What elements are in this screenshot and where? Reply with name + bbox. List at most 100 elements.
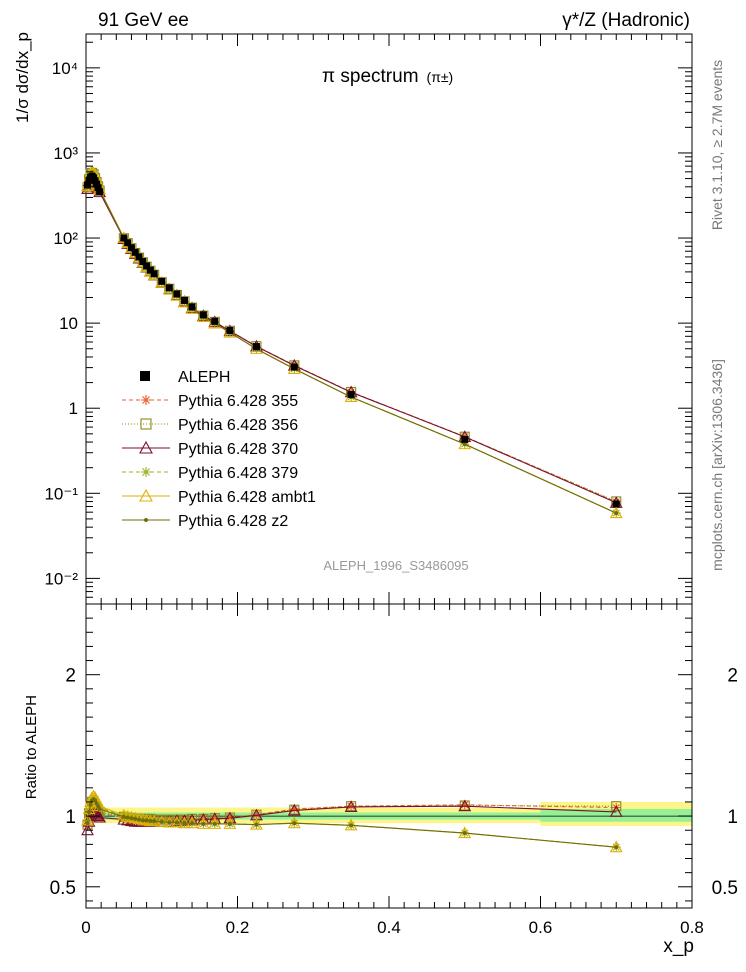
legend-label-2: Pythia 6.428 370 <box>178 441 298 458</box>
marker-filled-square <box>461 435 469 443</box>
y-tick-label-bottom: 0.5 <box>50 878 76 899</box>
y-tick-label-top: 10 <box>59 314 78 333</box>
marker-dot <box>140 818 145 823</box>
series-line-top-0 <box>86 172 617 503</box>
marker-filled-square <box>135 253 143 261</box>
y-tick-label-bottom-right: 0.5 <box>712 878 738 899</box>
marker-triangle <box>88 806 102 819</box>
marker-dot <box>144 518 148 522</box>
error-band-inner-1 <box>540 809 692 822</box>
x-tick-label: 0.2 <box>226 918 250 937</box>
marker-filled-square <box>226 326 234 334</box>
marker-filled-square <box>188 303 196 311</box>
marker-star <box>346 801 356 811</box>
marker-dot <box>137 817 142 822</box>
side-label-top: Rivet 3.1.10, ≥ 2.7M events <box>709 60 725 230</box>
marker-filled-square <box>120 234 128 242</box>
legend-label-5: Pythia 6.428 z2 <box>178 513 288 530</box>
axis-ticks: 0 0.2 0.4 0.6 0.8 10⁻² 10⁻¹ 1 10 10² 10³ 10⁴ 0.5 0.5 1… <box>44 34 738 937</box>
marker-filled-square <box>96 188 104 196</box>
ratio-series <box>81 789 623 853</box>
marker-dot <box>201 821 206 826</box>
marker-dot <box>174 820 179 825</box>
header-left: 91 GeV ee <box>98 10 189 31</box>
marker-triangle <box>344 800 358 812</box>
marker-star <box>141 395 151 405</box>
marker-dot <box>87 809 92 814</box>
marker-dot <box>614 845 619 850</box>
marker-filled-square <box>84 181 92 189</box>
marker-filled-square <box>165 284 173 292</box>
ratio-panel-frame <box>85 603 693 909</box>
marker-triangle <box>93 810 107 823</box>
marker-dot <box>88 802 93 807</box>
y-tick-label-top: 10⁻² <box>44 569 78 588</box>
marker-triangle <box>287 803 301 816</box>
marker-dot <box>167 820 172 825</box>
marker-triangle <box>139 488 153 502</box>
legend-label-3: Pythia 6.428 379 <box>178 465 298 482</box>
marker-star <box>611 803 621 813</box>
marker-filled-square <box>94 184 102 192</box>
chart-title: π spectrum (π±) <box>322 66 453 87</box>
marker-filled-square <box>127 244 135 252</box>
marker-filled-square <box>347 390 355 398</box>
series-line-top-3 <box>86 171 617 514</box>
marker-dot <box>254 822 259 827</box>
x-tick-label: 0.4 <box>377 918 401 937</box>
top-panel-frame <box>85 33 693 605</box>
legend: ALEPH Pythia 6.428 355 Pythia 6.428 356 Pyt… <box>122 369 316 530</box>
marker-dot <box>144 818 149 823</box>
y-axis-label-bottom: Ratio to ALEPH <box>23 695 40 799</box>
marker-filled-square <box>180 296 188 304</box>
marker-filled-square <box>143 262 151 270</box>
marker-dot <box>97 807 102 812</box>
marker-triangle <box>458 437 472 450</box>
y-tick-label-top: 10⁻¹ <box>44 484 78 503</box>
marker-triangle <box>609 506 623 519</box>
marker-filled-square <box>124 239 132 247</box>
x-tick-label: 0 <box>81 918 90 937</box>
marker-dot <box>462 831 467 836</box>
x-tick-label: 0.8 <box>680 918 704 937</box>
marker-triangle <box>139 440 153 454</box>
marker-filled-square <box>146 266 154 274</box>
marker-star <box>141 467 151 477</box>
y-tick-label-bottom-right: 1 <box>727 807 738 828</box>
marker-dot <box>152 819 157 824</box>
marker-triangle <box>90 808 104 820</box>
marker-star <box>289 804 299 814</box>
series-line-top-5 <box>86 171 617 514</box>
marker-filled-square <box>173 290 181 298</box>
series-line-top-1 <box>86 172 617 502</box>
legend-label-1: Pythia 6.428 356 <box>178 417 298 434</box>
marker-dot <box>292 821 297 826</box>
series-line-top-4 <box>86 171 617 514</box>
marker-dot <box>133 816 138 821</box>
marker-filled-square <box>252 343 260 351</box>
marker-filled-square <box>199 311 207 319</box>
x-tick-label: 0.6 <box>529 918 553 937</box>
marker-filled-square <box>290 363 298 371</box>
marker-star <box>251 810 261 820</box>
marker-dot <box>190 821 195 826</box>
x-axis-label: x_p <box>663 936 694 957</box>
y-tick-label-top: 10² <box>53 229 78 248</box>
marker-filled-square <box>612 500 620 508</box>
marker-dot <box>148 819 153 824</box>
watermark: ALEPH_1996_S3486095 <box>323 558 468 573</box>
marker-dot <box>349 823 354 828</box>
marker-triangle <box>458 799 472 812</box>
marker-square <box>611 801 622 812</box>
y-tick-label-bottom: 1 <box>65 807 76 828</box>
marker-triangle <box>117 808 131 821</box>
chart-title-sup: (π±) <box>427 69 454 85</box>
chart-title-main: π spectrum <box>322 66 419 87</box>
legend-label-reference: ALEPH <box>178 369 230 386</box>
y-tick-label-bottom: 2 <box>65 666 76 687</box>
marker-filled-square <box>158 277 166 285</box>
marker-star <box>460 800 470 810</box>
y-axis-label-top: 1/σ dσ/dx_p <box>13 32 32 123</box>
marker-square <box>140 418 152 430</box>
